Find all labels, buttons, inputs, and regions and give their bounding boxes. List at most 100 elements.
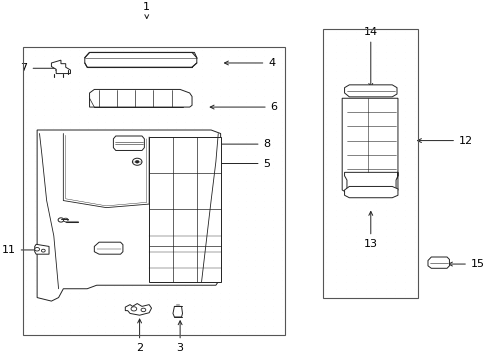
Point bbox=[332, 62, 340, 68]
Point bbox=[163, 290, 171, 296]
Point bbox=[110, 323, 118, 328]
Point bbox=[251, 251, 259, 256]
Point bbox=[361, 180, 369, 186]
Point bbox=[58, 47, 65, 53]
Point bbox=[172, 244, 180, 249]
Point bbox=[189, 323, 197, 328]
Point bbox=[110, 303, 118, 309]
Point bbox=[381, 148, 388, 153]
Point bbox=[260, 73, 267, 79]
Point bbox=[401, 167, 408, 173]
Point bbox=[163, 145, 171, 151]
Point bbox=[172, 73, 180, 79]
Point bbox=[84, 158, 92, 164]
Point bbox=[277, 93, 285, 98]
Point bbox=[251, 224, 259, 230]
Point bbox=[22, 244, 30, 249]
Point bbox=[342, 148, 349, 153]
Point bbox=[22, 264, 30, 269]
Point bbox=[251, 198, 259, 204]
Point bbox=[342, 36, 349, 41]
Point bbox=[181, 99, 188, 105]
Point bbox=[189, 251, 197, 256]
Point bbox=[361, 226, 369, 232]
Point bbox=[216, 290, 224, 296]
Point bbox=[207, 145, 215, 151]
Point bbox=[242, 217, 250, 223]
Point bbox=[22, 60, 30, 66]
Point bbox=[351, 246, 359, 252]
Point bbox=[119, 251, 127, 256]
Point bbox=[251, 185, 259, 190]
Point bbox=[260, 158, 267, 164]
Point bbox=[189, 270, 197, 276]
Point bbox=[154, 224, 162, 230]
Point bbox=[102, 86, 109, 92]
Point bbox=[93, 257, 101, 263]
Point bbox=[75, 185, 83, 190]
Point bbox=[332, 174, 340, 180]
Point bbox=[189, 217, 197, 223]
Point bbox=[381, 292, 388, 298]
Point bbox=[172, 119, 180, 125]
Point bbox=[207, 270, 215, 276]
Point bbox=[224, 185, 232, 190]
Point bbox=[251, 244, 259, 249]
Point bbox=[216, 99, 224, 105]
Point bbox=[207, 86, 215, 92]
Point bbox=[277, 310, 285, 315]
Point bbox=[198, 185, 206, 190]
Point bbox=[154, 237, 162, 243]
Point bbox=[49, 251, 57, 256]
Point bbox=[198, 211, 206, 217]
Point bbox=[198, 217, 206, 223]
Point bbox=[181, 211, 188, 217]
Point bbox=[260, 66, 267, 72]
Point bbox=[268, 53, 276, 59]
Point bbox=[361, 200, 369, 206]
Point bbox=[260, 119, 267, 125]
Point bbox=[172, 53, 180, 59]
Point bbox=[207, 73, 215, 79]
Point bbox=[22, 211, 30, 217]
Point bbox=[198, 158, 206, 164]
Point bbox=[277, 237, 285, 243]
Point bbox=[110, 93, 118, 98]
Point bbox=[163, 93, 171, 98]
Point bbox=[351, 233, 359, 239]
Point bbox=[242, 172, 250, 177]
Point bbox=[137, 66, 144, 72]
Text: 1: 1 bbox=[143, 2, 150, 19]
Point bbox=[233, 66, 241, 72]
Point bbox=[102, 204, 109, 210]
Text: 15: 15 bbox=[447, 259, 484, 269]
Point bbox=[391, 95, 399, 100]
Point bbox=[371, 285, 379, 291]
Point bbox=[49, 112, 57, 118]
Point bbox=[181, 316, 188, 322]
Point bbox=[31, 257, 39, 263]
Point bbox=[361, 273, 369, 278]
Point bbox=[277, 244, 285, 249]
Point bbox=[322, 82, 330, 87]
Point bbox=[49, 217, 57, 223]
Point bbox=[410, 213, 418, 219]
Point bbox=[128, 191, 136, 197]
Point bbox=[371, 213, 379, 219]
Point bbox=[371, 167, 379, 173]
Point bbox=[351, 108, 359, 114]
Point bbox=[260, 323, 267, 328]
Point bbox=[224, 178, 232, 184]
Point bbox=[75, 277, 83, 283]
Point bbox=[58, 106, 65, 112]
Point bbox=[66, 145, 74, 151]
Point bbox=[233, 270, 241, 276]
Point bbox=[49, 126, 57, 131]
Point bbox=[371, 55, 379, 61]
Point bbox=[351, 266, 359, 272]
Point bbox=[371, 102, 379, 107]
Point bbox=[110, 270, 118, 276]
Point bbox=[163, 119, 171, 125]
Point bbox=[66, 152, 74, 158]
Point bbox=[189, 310, 197, 315]
